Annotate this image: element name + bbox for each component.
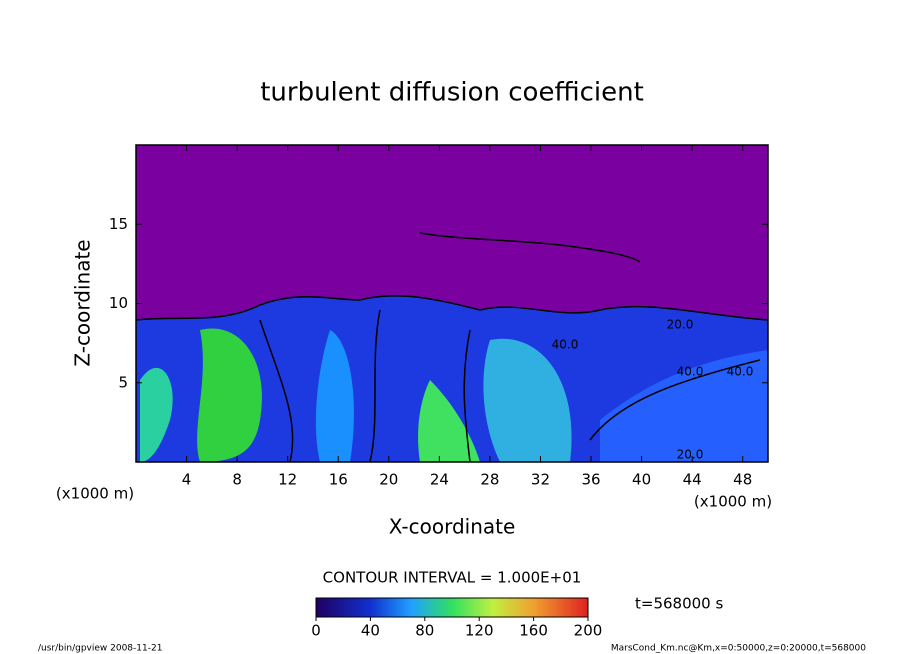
footer-left: /usr/bin/gpview 2008-11-21 <box>38 644 162 654</box>
x-tick-label: 48 <box>733 471 752 489</box>
x-tick-label: 20 <box>379 471 398 489</box>
x-tick-label: 12 <box>278 471 297 489</box>
contour-field <box>136 145 768 462</box>
colorbar-tick-label: 200 <box>574 622 603 640</box>
time-label: t=568000 s <box>635 595 723 613</box>
contour-label: 40.0 <box>677 365 704 379</box>
y-tick-label: 15 <box>109 215 128 233</box>
x-tick-label: 32 <box>531 471 550 489</box>
x-tick-label: 36 <box>581 471 600 489</box>
x-tick-label: 40 <box>632 471 651 489</box>
x-unit: (x1000 m) <box>694 493 772 511</box>
contour-label: 20.0 <box>667 318 694 332</box>
contour-label: 40.0 <box>552 338 579 352</box>
colorbar-tick-label: 40 <box>361 622 380 640</box>
x-unit: (x1000 m) <box>56 485 134 503</box>
contour-interval: CONTOUR INTERVAL = 1.000E+01 <box>323 569 582 587</box>
colorbar-tick-label: 0 <box>311 622 321 640</box>
colorbar <box>315 597 589 618</box>
x-tick-label: 16 <box>329 471 348 489</box>
x-axis-label: X-coordinate <box>389 515 516 539</box>
y-tick-label: 10 <box>109 294 128 312</box>
colorbar-tick-label: 160 <box>519 622 548 640</box>
x-tick-label: 8 <box>232 471 242 489</box>
chart-title: turbulent diffusion coefficient <box>260 78 644 108</box>
x-tick-label: 24 <box>430 471 449 489</box>
x-tick-label: 28 <box>480 471 499 489</box>
y-axis-label: Z-coordinate <box>71 239 95 366</box>
colorbar-tick-label: 80 <box>415 622 434 640</box>
contour-label: 20.0 <box>677 448 704 462</box>
y-tick-label: 5 <box>118 373 128 391</box>
colorbar-tick-label: 120 <box>465 622 494 640</box>
x-tick-label: 4 <box>182 471 192 489</box>
footer-right: MarsCond_Km.nc@Km,x=0:50000,z=0:20000,t=… <box>611 644 866 654</box>
contour-label: 40.0 <box>727 365 754 379</box>
x-tick-label: 44 <box>683 471 702 489</box>
